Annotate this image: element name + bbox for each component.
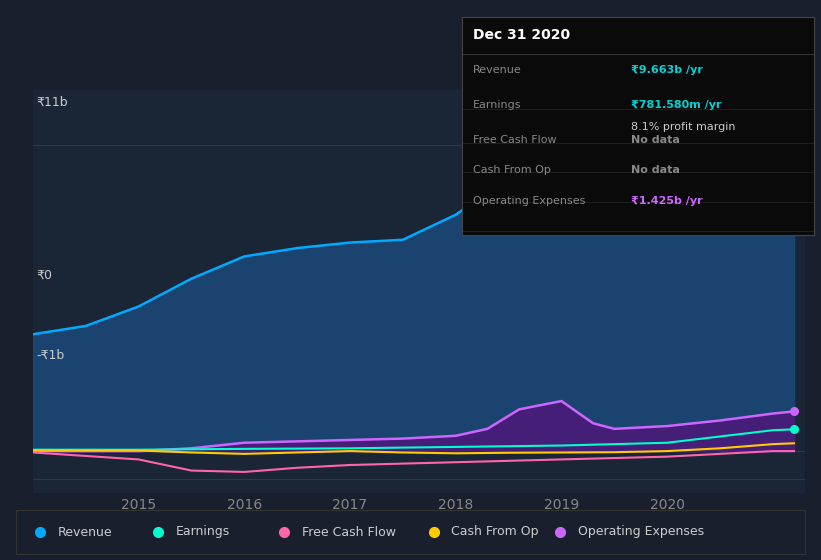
Text: No data: No data	[631, 165, 680, 175]
Text: Operating Expenses: Operating Expenses	[473, 196, 585, 206]
Text: ₹781.580m /yr: ₹781.580m /yr	[631, 100, 722, 110]
Text: Cash From Op: Cash From Op	[452, 525, 539, 539]
Text: 8.1% profit margin: 8.1% profit margin	[631, 122, 736, 132]
Text: ₹11b: ₹11b	[37, 96, 68, 109]
Text: Free Cash Flow: Free Cash Flow	[302, 525, 396, 539]
Text: Cash From Op: Cash From Op	[473, 165, 551, 175]
Text: Revenue: Revenue	[57, 525, 112, 539]
Point	[787, 407, 800, 416]
Text: Dec 31 2020: Dec 31 2020	[473, 28, 570, 42]
Point	[787, 178, 800, 187]
Text: Free Cash Flow: Free Cash Flow	[473, 135, 557, 144]
Text: -₹1b: -₹1b	[37, 349, 65, 362]
Text: Earnings: Earnings	[473, 100, 521, 110]
Text: Operating Expenses: Operating Expenses	[578, 525, 704, 539]
Text: ₹1.425b /yr: ₹1.425b /yr	[631, 196, 703, 206]
Text: ₹9.663b /yr: ₹9.663b /yr	[631, 65, 703, 75]
Text: Earnings: Earnings	[176, 525, 230, 539]
Point	[787, 425, 800, 434]
Text: ₹0: ₹0	[37, 269, 53, 282]
Text: Revenue: Revenue	[473, 65, 521, 75]
Text: No data: No data	[631, 135, 680, 144]
